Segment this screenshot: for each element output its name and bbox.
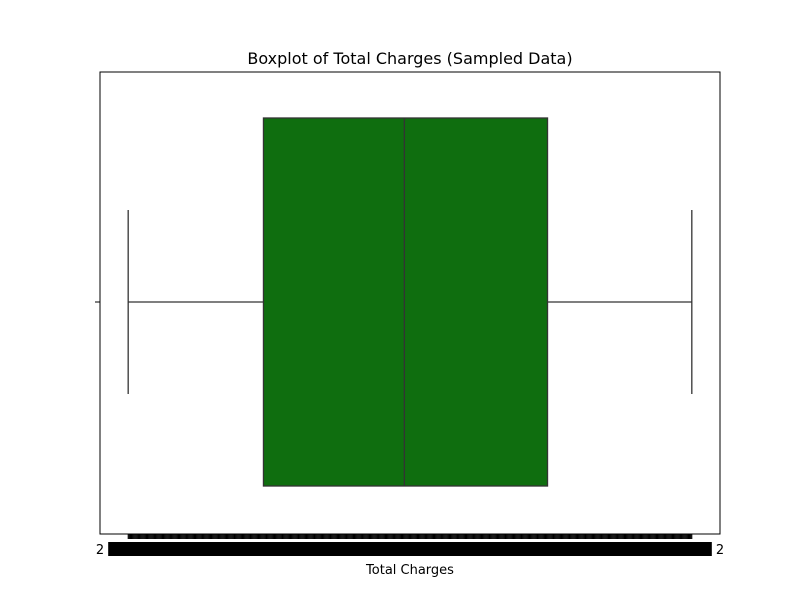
x-tick-label-band <box>108 542 712 556</box>
x-tick-label-first: 2 <box>96 543 104 558</box>
box-group <box>127 117 693 487</box>
chart-title: Boxplot of Total Charges (Sampled Data) <box>247 49 572 68</box>
x-tick-label-last: 2 <box>716 543 724 558</box>
x-axis-ticks <box>127 534 693 539</box>
interquartile-box <box>262 117 549 487</box>
x-axis-label: Total Charges <box>365 563 454 578</box>
